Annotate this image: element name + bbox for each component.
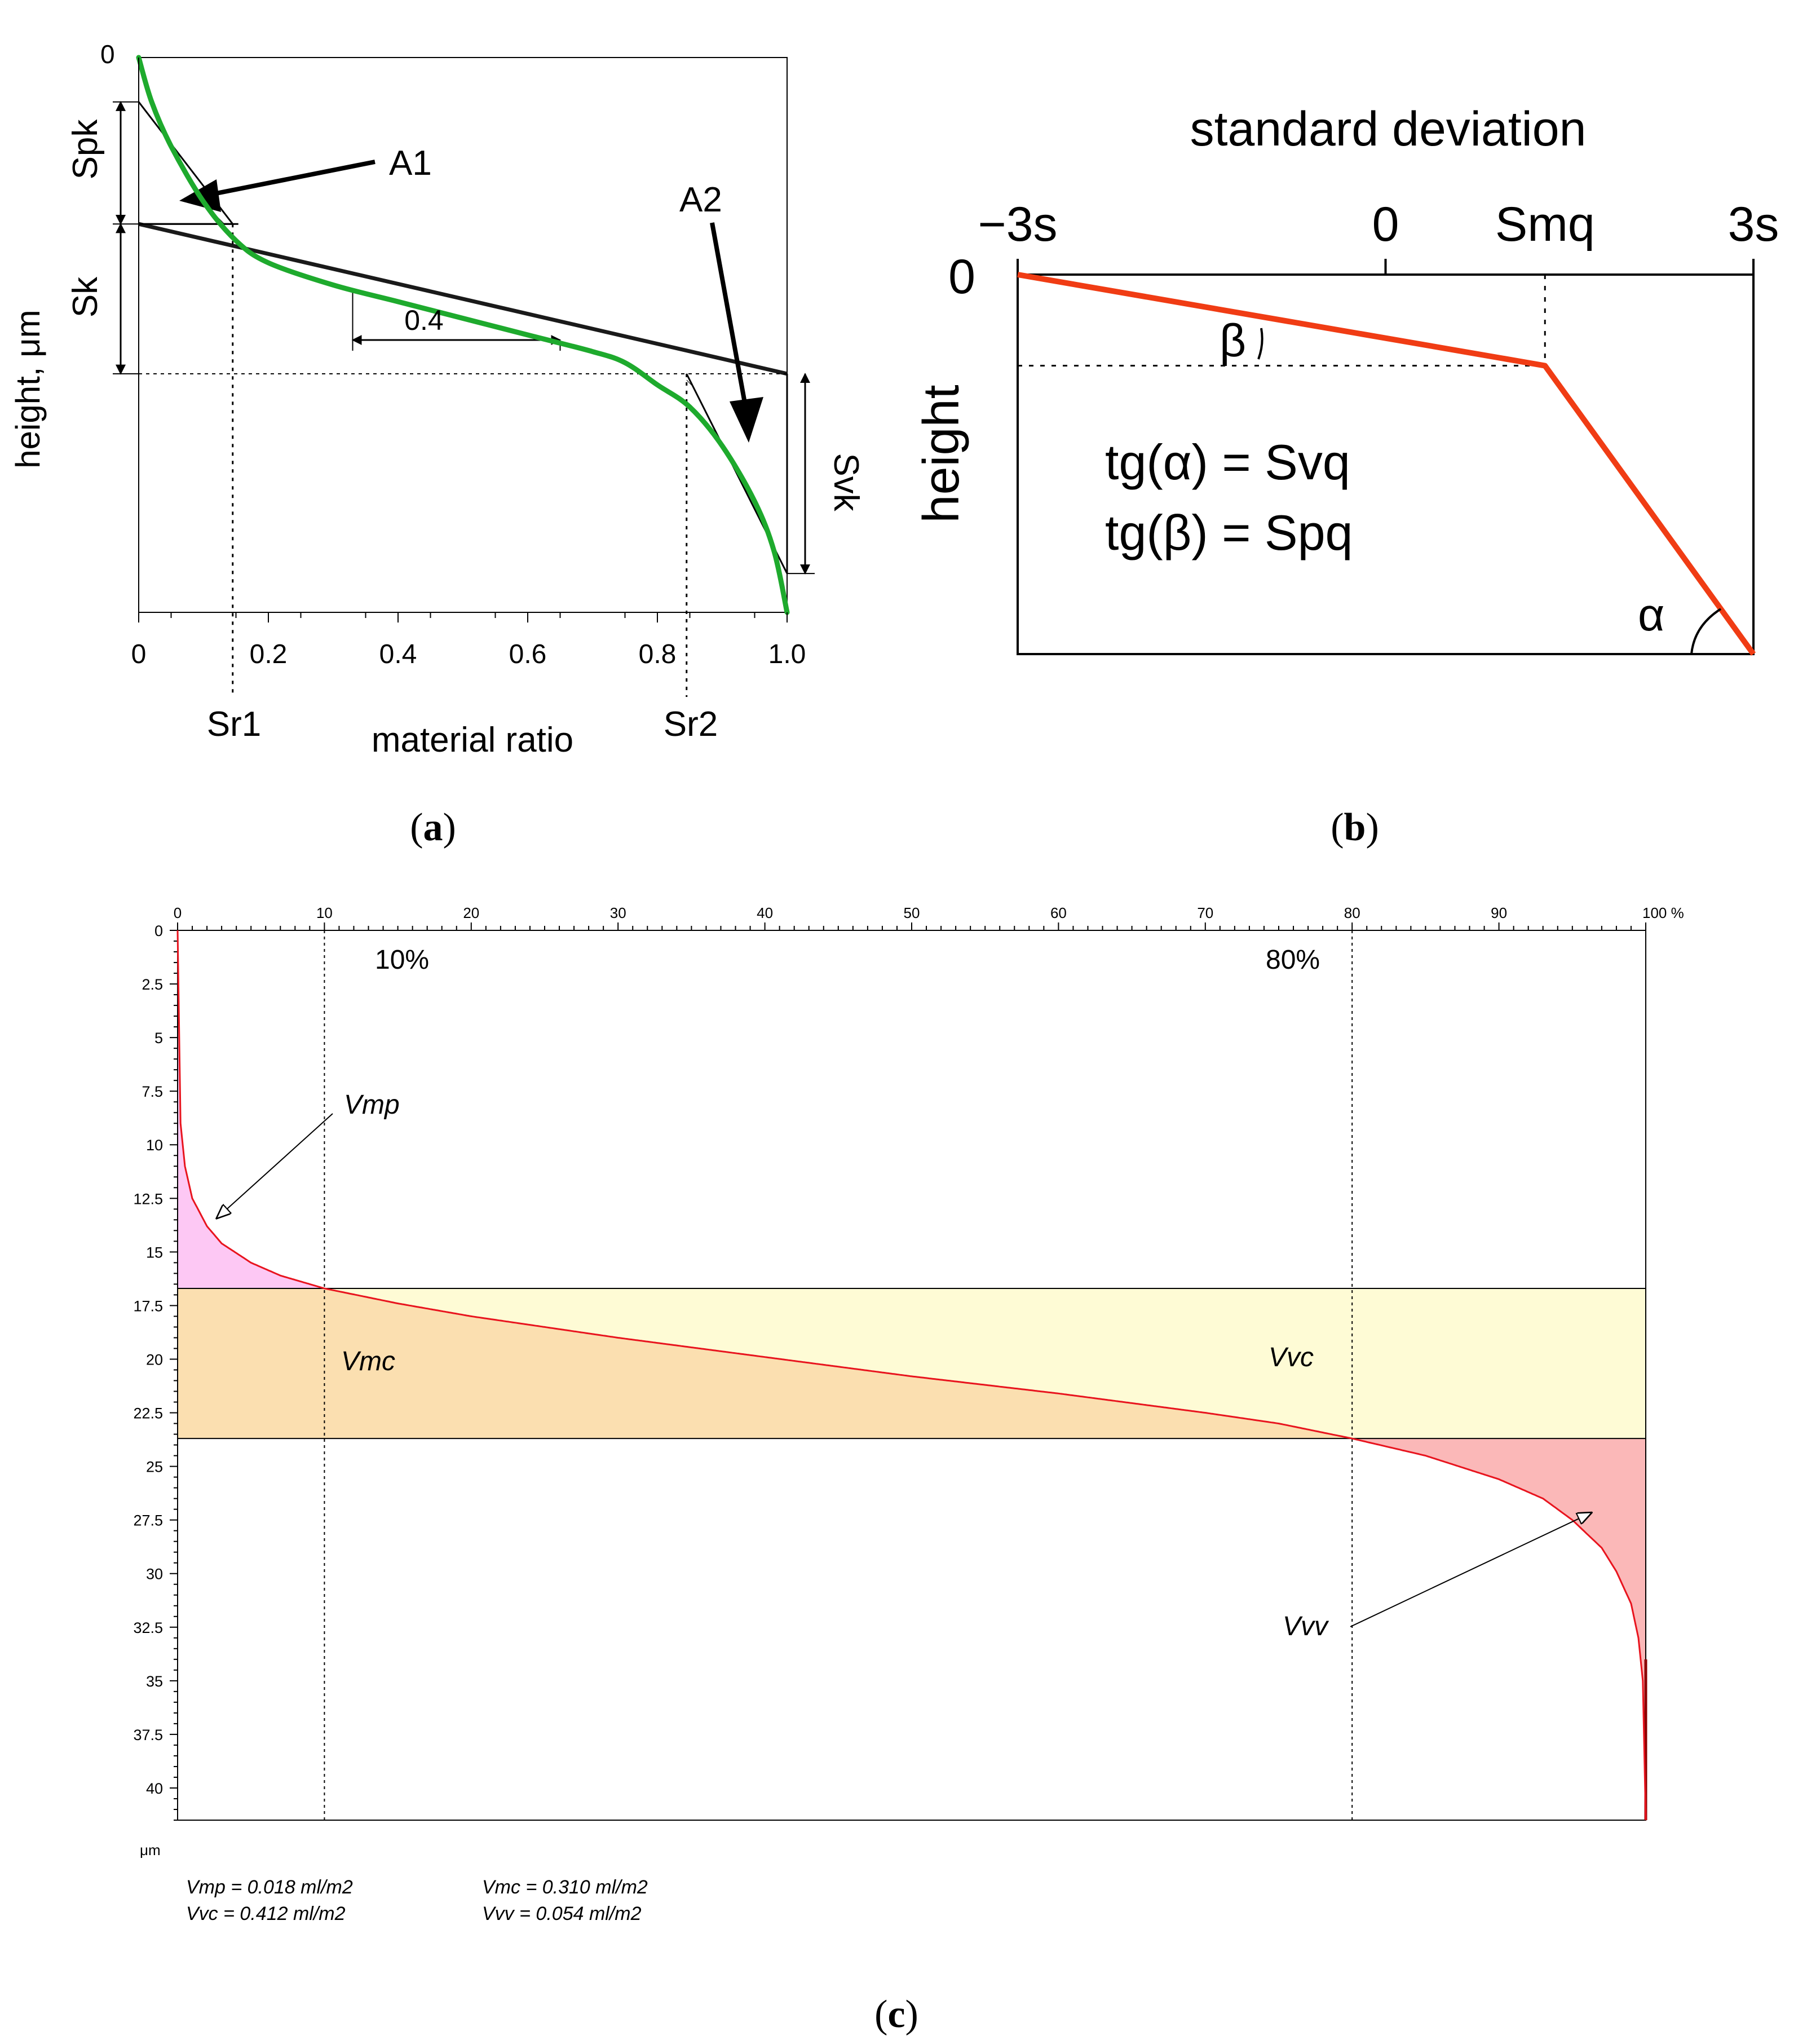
x-tick-label: 0.6 <box>509 639 547 669</box>
panel-c-vvv-arrow <box>1350 1513 1591 1627</box>
a1-arrow-shaft <box>190 160 375 201</box>
panel-b-ylabel: height <box>913 385 970 523</box>
y-tick-label: 12.5 <box>133 1190 163 1207</box>
vvv-fill <box>1352 1438 1646 1820</box>
panel-c: 0 10 20 30 40 50 60 70 80 90 100 % 0 2.5 5 7.5 10 12.5 15… <box>133 904 1684 1924</box>
panel-a-sr2-label: Sr2 <box>664 705 718 744</box>
x-tick-label: 0 <box>1372 197 1399 251</box>
panel-b-x-ticks: −3s 0 Smq 3s <box>978 197 1779 275</box>
vmp-fill <box>178 930 325 1289</box>
x-tick-label: Smq <box>1495 197 1595 251</box>
x-tick-label: 40 <box>757 904 773 921</box>
y-tick-label: 25 <box>146 1459 163 1476</box>
x-tick-label: 70 <box>1197 904 1213 921</box>
panel-a-width-label: 0.4 <box>404 304 444 336</box>
panel-c-caption: (c) <box>874 1993 918 2036</box>
y-tick-label: 40 <box>146 1780 163 1797</box>
y-tick-label: 22.5 <box>133 1405 163 1422</box>
panel-b-alpha-arc <box>1690 608 1722 655</box>
panel-a-hatched-areas <box>139 101 787 574</box>
x-tick-label: 20 <box>463 904 479 921</box>
equivalent-line <box>138 222 788 376</box>
x-tick-label: 1.0 <box>768 639 806 669</box>
x-tick-label: 0 <box>174 904 182 921</box>
panel-b-beta-arc <box>1257 328 1263 360</box>
panel-b-probability-curve <box>1017 272 1756 656</box>
panel-c-vmp-arrow <box>217 1113 333 1218</box>
y-tick-label: 20 <box>146 1351 163 1368</box>
x-tick-label: 50 <box>904 904 920 921</box>
x-tick-label: 100 % <box>1642 904 1684 921</box>
a2-arrow-shaft <box>710 222 748 407</box>
panel-a-xlabel: material ratio <box>372 721 573 760</box>
y-tick-label: 7.5 <box>142 1083 163 1100</box>
panel-c-80pct-label: 80% <box>1266 945 1320 975</box>
panel-b-y-zero: 0 <box>948 250 975 304</box>
panel-c-result-vvc: Vvc = 0.412 ml/m2 <box>186 1903 346 1924</box>
y-tick-label: 37.5 <box>133 1727 163 1743</box>
a2-arrow-head <box>730 397 763 443</box>
panel-c-unit: μm <box>140 1842 161 1858</box>
panel-a-a1-label: A1 <box>389 144 432 183</box>
y-tick-label: 35 <box>146 1673 163 1690</box>
x-tick-label: 10 <box>316 904 333 921</box>
panel-a-frame <box>138 57 788 613</box>
y-tick-label: 0 <box>154 922 163 939</box>
panel-a: 0 0.2 0.4 0.6 0.8 1.0 0 height, μm material r… <box>9 39 865 760</box>
panel-a-caption: (a) <box>410 806 456 849</box>
x-tick-label: 30 <box>610 904 626 921</box>
panel-a-material-ratio-curve <box>136 55 790 615</box>
panel-c-ticks: 0 10 20 30 40 50 60 70 80 90 100 % 0 2.5 5 7.5 10 12.5 15… <box>133 904 1684 1821</box>
panel-c-result-vmp: Vmp = 0.018 ml/m2 <box>186 1877 353 1898</box>
x-tick-label: 0.4 <box>379 639 417 669</box>
panel-a-x-ticks: 0 0.2 0.4 0.6 0.8 1.0 <box>131 58 806 669</box>
x-tick-label: 0.2 <box>250 639 288 669</box>
panel-a-sk-label: Sk <box>66 276 105 317</box>
y-tick-label: 30 <box>146 1566 163 1583</box>
panel-b-formula-alpha: tg(α) = Svq <box>1105 434 1350 490</box>
panel-c-10pct-label: 10% <box>375 945 429 975</box>
x-tick-label: 0.8 <box>639 639 677 669</box>
panel-b-beta: β <box>1220 315 1246 367</box>
panel-c-volume-fills <box>178 930 1646 1820</box>
y-tick-label: 10 <box>146 1137 163 1154</box>
panel-c-vmc-label: Vmc <box>341 1347 395 1376</box>
x-tick-label: 80 <box>1344 904 1360 921</box>
vmc-fill <box>178 1288 1353 1439</box>
y-tick-label: 15 <box>146 1244 163 1261</box>
panel-c-abbott-curve <box>176 930 1647 1821</box>
panel-c-vvv-label: Vvv <box>1283 1612 1329 1641</box>
x-tick-label: −3s <box>978 197 1057 251</box>
panel-b-caption: (b) <box>1331 806 1379 849</box>
panel-a-y-zero: 0 <box>100 39 115 69</box>
panel-a-sr1-label: Sr1 <box>207 705 261 744</box>
x-tick-label: 3s <box>1728 197 1779 251</box>
panel-c-vmp-label: Vmp <box>344 1090 400 1120</box>
panel-c-result-vmc: Vmc = 0.310 ml/m2 <box>482 1877 648 1898</box>
y-tick-label: 17.5 <box>133 1297 163 1314</box>
panel-b-title: standard deviation <box>1190 102 1587 156</box>
panel-a-svk-label: Svk <box>827 453 865 511</box>
panel-a-spk-label: Spk <box>66 119 105 180</box>
panel-c-vvc-label: Vvc <box>1269 1343 1314 1372</box>
x-tick-label: 90 <box>1491 904 1507 921</box>
y-tick-label: 32.5 <box>133 1619 163 1636</box>
panel-b-alpha: α <box>1638 589 1664 641</box>
panel-b: standard deviation −3s 0 Smq 3s β α 0 heigh… <box>913 102 1779 656</box>
y-tick-label: 5 <box>154 1030 163 1047</box>
panel-a-ylabel: height, μm <box>9 310 47 468</box>
y-tick-label: 27.5 <box>133 1512 163 1529</box>
x-tick-label: 60 <box>1050 904 1067 921</box>
panel-c-result-vvv: Vvv = 0.054 ml/m2 <box>482 1903 642 1924</box>
y-tick-label: 2.5 <box>142 976 163 993</box>
x-tick-label: 0 <box>131 639 147 669</box>
panel-a-a2-label: A2 <box>679 180 722 219</box>
panel-b-formula-beta: tg(β) = Spq <box>1105 505 1353 560</box>
